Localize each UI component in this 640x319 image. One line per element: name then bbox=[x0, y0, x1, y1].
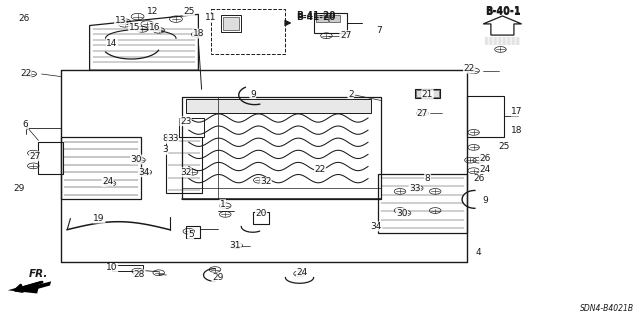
Text: 17: 17 bbox=[511, 107, 523, 116]
Bar bbox=[316, 15, 328, 22]
Bar bbox=[186, 99, 371, 113]
Bar bbox=[253, 212, 269, 224]
Text: 25: 25 bbox=[499, 142, 510, 151]
Text: B-40-1: B-40-1 bbox=[485, 7, 521, 17]
Bar bbox=[61, 137, 141, 199]
Text: 33: 33 bbox=[167, 134, 179, 143]
Bar bbox=[179, 118, 204, 137]
Bar bbox=[378, 174, 467, 233]
Text: 7: 7 bbox=[377, 26, 382, 35]
Text: 18: 18 bbox=[193, 29, 204, 38]
Text: 13: 13 bbox=[115, 16, 126, 25]
Text: 14: 14 bbox=[106, 39, 118, 48]
Text: 18: 18 bbox=[511, 126, 523, 135]
Text: 32: 32 bbox=[260, 177, 271, 186]
Text: 8: 8 bbox=[425, 174, 430, 182]
Text: 22: 22 bbox=[314, 165, 326, 174]
Text: 4: 4 bbox=[476, 248, 481, 256]
Text: 8: 8 bbox=[163, 134, 168, 143]
Text: 27: 27 bbox=[29, 152, 41, 161]
Text: 31: 31 bbox=[230, 241, 241, 250]
Bar bbox=[314, 13, 347, 33]
Text: 24: 24 bbox=[296, 268, 308, 277]
Bar bbox=[182, 97, 381, 199]
Text: 9: 9 bbox=[483, 197, 488, 205]
Text: 26: 26 bbox=[479, 154, 491, 163]
Bar bbox=[166, 137, 202, 193]
Text: 10: 10 bbox=[106, 263, 118, 272]
Text: 23: 23 bbox=[180, 117, 191, 126]
Bar bbox=[221, 15, 241, 32]
Text: 19: 19 bbox=[93, 214, 105, 223]
Text: B-41-20: B-41-20 bbox=[296, 13, 335, 22]
Bar bbox=[329, 15, 340, 22]
Text: SDN4-B4021B: SDN4-B4021B bbox=[579, 304, 634, 313]
Text: 5: 5 bbox=[188, 230, 193, 239]
Text: 6: 6 bbox=[23, 120, 28, 129]
Text: B-40-1: B-40-1 bbox=[485, 6, 521, 16]
Text: B-41-20: B-41-20 bbox=[296, 11, 335, 20]
Text: 1: 1 bbox=[220, 200, 225, 209]
Text: 22: 22 bbox=[463, 64, 475, 73]
Text: 9: 9 bbox=[250, 90, 255, 99]
Text: 33: 33 bbox=[409, 184, 420, 193]
Text: 3: 3 bbox=[163, 145, 168, 154]
Text: 24: 24 bbox=[102, 177, 113, 186]
Text: 25: 25 bbox=[183, 7, 195, 16]
Bar bbox=[223, 17, 239, 30]
Bar bbox=[467, 96, 504, 137]
Bar bbox=[211, 9, 285, 54]
Bar bbox=[186, 226, 200, 238]
Text: 29: 29 bbox=[13, 184, 25, 193]
Text: 30: 30 bbox=[396, 209, 408, 218]
Text: 29: 29 bbox=[212, 273, 223, 282]
Bar bbox=[38, 142, 63, 174]
Text: 21: 21 bbox=[422, 90, 433, 99]
Text: 32: 32 bbox=[180, 168, 191, 177]
Text: 15: 15 bbox=[129, 23, 140, 32]
Text: 30: 30 bbox=[131, 155, 142, 164]
Text: 20: 20 bbox=[255, 209, 267, 218]
Bar bbox=[415, 89, 440, 98]
Polygon shape bbox=[8, 281, 51, 293]
Text: 27: 27 bbox=[340, 31, 351, 40]
Text: 2: 2 bbox=[348, 90, 353, 99]
Bar bbox=[416, 90, 439, 97]
Text: 28: 28 bbox=[134, 270, 145, 279]
Text: 12: 12 bbox=[147, 7, 158, 16]
Text: 16: 16 bbox=[149, 23, 161, 32]
Text: FR.: FR. bbox=[29, 269, 48, 279]
Text: 27: 27 bbox=[417, 109, 428, 118]
Text: 24: 24 bbox=[479, 165, 491, 174]
Text: 26: 26 bbox=[19, 14, 30, 23]
Text: 22: 22 bbox=[20, 69, 31, 78]
Text: 11: 11 bbox=[205, 13, 217, 22]
Text: 34: 34 bbox=[371, 222, 382, 231]
Text: 34: 34 bbox=[138, 168, 150, 177]
Text: 26: 26 bbox=[473, 174, 484, 183]
Bar bbox=[112, 265, 143, 271]
